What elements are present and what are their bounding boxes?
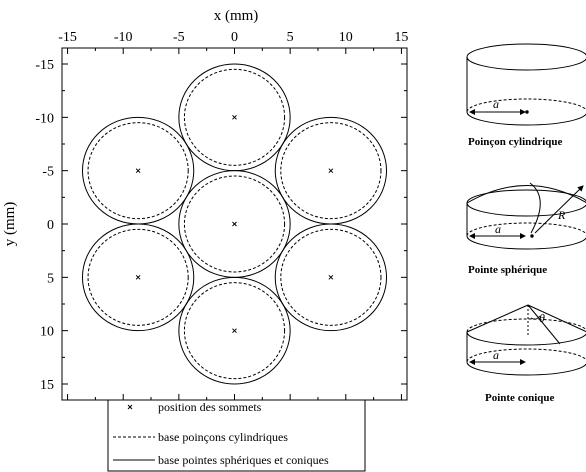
y-tick-label: -5: [42, 165, 54, 180]
axis-ticks: [62, 48, 407, 400]
circle-base-cylindrique: [87, 122, 189, 220]
schematic-spherique: [466, 182, 586, 250]
x-tick-label: -5: [173, 30, 185, 45]
apex-point-marker: [328, 274, 334, 280]
caption-spherique: Pointe sphérique: [468, 264, 547, 276]
apex-point-marker: [232, 221, 237, 227]
circle-base-cylindrique: [183, 282, 286, 380]
apex-points: [135, 114, 334, 334]
circle-base-cylindrique: [280, 228, 382, 326]
y-tick-label: 5: [47, 271, 54, 286]
legend-label-cylindriques: base poinçons cylindriques: [158, 430, 288, 444]
circle-base-cylindrique: [280, 122, 382, 220]
legend-label-sommets: position des sommets: [158, 400, 262, 414]
x-tick-label: 0: [231, 30, 238, 45]
y-tick-label: -10: [35, 111, 54, 126]
x-tick-label: -10: [114, 30, 133, 45]
y-tick-label: 10: [40, 325, 54, 340]
y-tick-label: 15: [40, 378, 54, 393]
circle-base-cylindrique: [87, 228, 189, 326]
y-axis-label: y (mm): [2, 202, 18, 247]
x-tick-label: 5: [287, 30, 294, 45]
y-tick-labels: -15 -10 -5 0 5 10 15: [35, 58, 54, 393]
symbol-a-cylindrique: a: [493, 97, 499, 111]
apex-point-marker: [135, 274, 141, 280]
apex-point-marker: [328, 168, 334, 174]
apex-point-marker: [232, 328, 237, 334]
y-tick-label: -15: [35, 58, 54, 73]
y-tick-label: 0: [47, 218, 54, 233]
x-tick-label: -15: [58, 30, 77, 45]
symbol-R: R: [557, 208, 566, 222]
legend-label-spheriques-coniques: base pointes sphériques et coniques: [158, 453, 329, 467]
x-tick-label: 10: [339, 30, 353, 45]
base-circles: [81, 63, 388, 385]
caption-cylindrique: Poinçon cylindrique: [468, 136, 563, 148]
circle-base-spherique-conique: [178, 276, 291, 385]
circle-base-cylindrique: [183, 68, 286, 166]
caption-conique: Pointe conique: [485, 392, 554, 404]
apex-point-marker: [135, 168, 141, 174]
symbol-theta: θ: [539, 311, 545, 325]
x-tick-labels: -15 -10 -5 0 5 10 15: [58, 30, 408, 45]
legend-box: [107, 399, 366, 472]
schematic-cylindrique: [466, 43, 586, 126]
x-tick-label: 15: [394, 30, 408, 45]
schematic-conique: [466, 304, 586, 376]
x-axis-label: x (mm): [214, 8, 259, 24]
legend: position des sommets base poinçons cylin…: [107, 399, 366, 472]
apex-point-marker: [232, 114, 237, 120]
circle-base-spherique-conique: [81, 223, 195, 332]
circle-base-spherique-conique: [274, 223, 388, 332]
circle-base-cylindrique: [183, 175, 286, 273]
symbol-a-spherique: a: [495, 222, 501, 236]
symbol-a-conique: a: [493, 348, 499, 362]
legend-marker-x: [127, 404, 133, 410]
